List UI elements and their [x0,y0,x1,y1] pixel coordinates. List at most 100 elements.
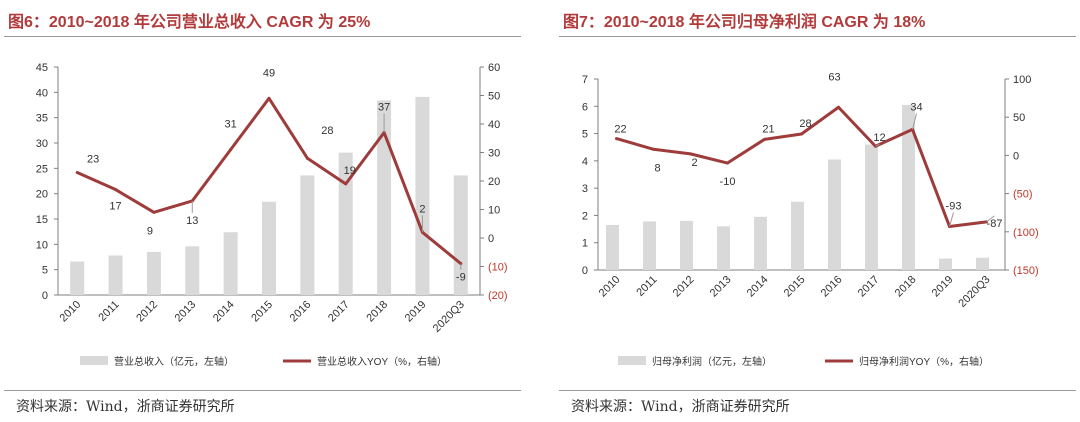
data-label: 49 [263,67,275,79]
legend-bar-label: 营业总收入（亿元，左轴） [114,355,234,368]
left-axis-tick-label: 45 [36,62,48,74]
left-axis-tick-label: 20 [36,189,48,201]
right-axis-tick-label: (100) [1013,227,1039,239]
data-label: 37 [378,102,390,114]
right-axis-tick-label: 40 [488,119,500,131]
left-axis-tick-label: 3 [582,183,588,195]
data-label: 23 [87,153,99,165]
left-axis-tick-label: 2 [582,210,588,222]
bar [108,255,123,295]
chart-panel-revenue: 图6：2010~2018 年公司营业总收入 CAGR 为 25% 0 5 10 15 2… [0,0,525,422]
category-label: 2019 [403,299,429,325]
bar [453,175,468,295]
data-label: 2 [691,157,697,169]
revenue-chart: 0 5 10 15 20 25 30 35 40 45 (20) (10) 0 10 20 30 40 50 60 2… [36,62,508,368]
yoy-point [726,161,729,165]
right-axis-tick-label: 0 [1013,150,1019,162]
right-axis-tick-label: (10) [488,262,508,274]
category-label: 2016 [819,274,845,300]
left-axis-tick-label: 5 [42,265,48,277]
category-label: 2015 [782,274,808,300]
category-label: 2012 [671,274,697,300]
bar [828,159,841,270]
data-label-leader [875,143,880,147]
data-label-leader [949,212,954,227]
bar [185,246,200,295]
right-axis-tick-label: (50) [1013,189,1033,201]
data-label: -87 [987,218,1003,230]
right-axis-tick-label: 30 [488,148,500,160]
bar [262,201,276,295]
data-label-leader [986,215,995,223]
bar [415,96,430,295]
title-divider [559,36,1076,37]
yoy-point [911,127,914,131]
bar [606,224,619,270]
left-axis-tick-label: 35 [36,113,48,125]
left-axis-tick-label: 15 [36,214,48,226]
source-divider [559,390,1076,391]
data-label: 9 [147,225,153,237]
bar [146,251,161,295]
category-label: 2015 [249,299,275,325]
data-label: 17 [109,201,121,213]
data-label: -10 [720,176,736,188]
bar [680,220,693,270]
yoy-point [267,96,271,100]
yoy-point [689,152,692,156]
yoy-point [305,156,309,160]
category-label: 2010 [597,274,623,300]
left-axis-tick-label: 25 [36,163,48,175]
category-label: 2014 [745,274,771,300]
data-label: 13 [186,215,198,227]
bar [939,258,952,270]
category-label: 2011 [634,274,659,299]
left-axis-tick-label: 0 [582,265,588,277]
category-label: 2017 [856,274,882,300]
data-label: 34 [910,101,922,113]
legend-bar-label: 归母净利润（亿元，左轴） [652,355,772,368]
data-label-leader [912,113,917,130]
yoy-point [837,105,840,109]
right-axis-tick-label: 0 [488,233,494,245]
chart-title: 图7：2010~2018 年公司归母净利润 CAGR 为 18% [563,14,926,31]
right-axis-tick-label: (20) [488,290,508,302]
title-divider [4,36,521,37]
category-label: 2012 [134,299,160,325]
category-label: 2019 [930,274,956,300]
left-axis-tick-label: 7 [582,74,588,86]
left-axis-tick-label: 30 [36,138,48,150]
yoy-point [652,147,655,151]
bar [300,175,315,295]
data-label: 12 [873,132,885,144]
yoy-point [800,132,803,136]
bar [338,152,353,295]
left-axis-tick-label: 5 [582,129,588,141]
category-label: 2018 [364,299,390,325]
right-axis-tick-label: 20 [488,176,500,188]
data-label: 31 [225,119,237,131]
data-label: 28 [321,125,333,137]
bar [791,201,804,270]
category-label: 2018 [893,274,919,300]
yoy-point [152,210,156,214]
yoy-point [114,188,118,192]
category-label: 2011 [96,299,121,324]
category-label: 2020Q3 [956,274,992,310]
data-label: 63 [828,71,840,83]
source-note: 资料来源：Wind，浙商证券研究所 [16,399,235,415]
category-label: 2013 [708,274,734,300]
bar [865,144,878,270]
bar [377,100,392,295]
yoy-point [344,182,348,186]
legend-line-label: 营业总收入YOY（%，右轴） [317,355,447,368]
legend-bar-swatch [618,356,646,365]
data-label: 22 [614,124,626,136]
yoy-point [615,137,618,141]
right-axis-tick-label: 10 [488,205,500,217]
left-axis-tick-label: 6 [582,101,588,113]
right-axis-tick-label: 50 [1013,112,1025,124]
bar [902,104,915,271]
data-label: -9 [456,272,466,284]
right-axis-tick-label: (150) [1013,265,1039,277]
